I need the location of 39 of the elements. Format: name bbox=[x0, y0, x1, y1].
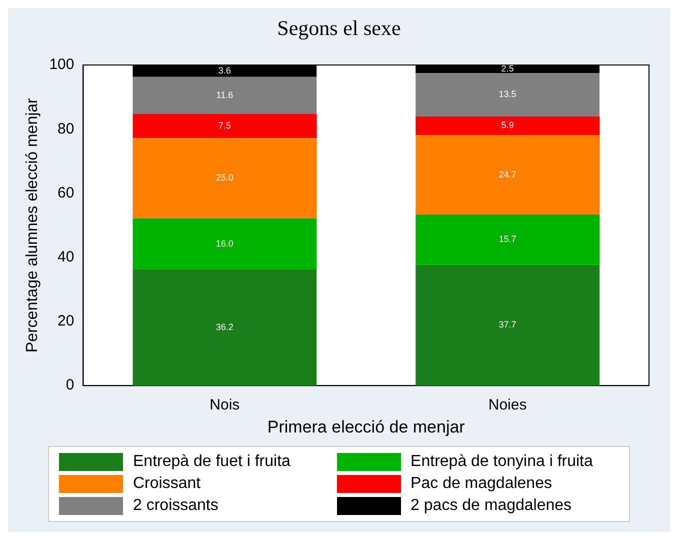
data-label: 7.5 bbox=[218, 120, 231, 131]
bar bbox=[132, 114, 317, 138]
data-label: 13.5 bbox=[498, 89, 516, 100]
legend-label: Entrepà de fuet i fruita bbox=[133, 453, 290, 471]
bar bbox=[416, 214, 600, 265]
legend-label: 2 pacs de magdalenes bbox=[410, 497, 572, 515]
y-axis-title: Percentage alumnes elecció menjar bbox=[24, 97, 42, 352]
data-label: 37.7 bbox=[498, 320, 516, 330]
data-label: 24.7 bbox=[498, 169, 516, 180]
legend-label: Pac de magdalenes bbox=[410, 475, 552, 493]
bar bbox=[416, 73, 600, 116]
legend-label: Entrepà de tonyina i fruita bbox=[410, 453, 593, 471]
y-tick-label: 80 bbox=[58, 120, 74, 138]
bar bbox=[132, 270, 317, 386]
bar bbox=[132, 218, 317, 270]
x-tick-label: Noies bbox=[488, 396, 527, 414]
data-label: 3.6 bbox=[218, 66, 231, 76]
bar bbox=[416, 135, 600, 214]
x-tick-label: Nois bbox=[210, 396, 240, 414]
data-label: 15.7 bbox=[498, 234, 516, 244]
y-tick-label: 100 bbox=[49, 56, 74, 74]
y-tick-label: 40 bbox=[58, 248, 74, 266]
y-tick-label: 60 bbox=[58, 184, 74, 202]
chart-title: Segons el sexe bbox=[277, 15, 401, 42]
legend-label: Croissant bbox=[133, 475, 201, 493]
y-tick-label: 0 bbox=[66, 376, 74, 394]
data-label: 5.9 bbox=[501, 120, 514, 130]
x-axis-title: Primera elecció de menjar bbox=[267, 417, 466, 436]
bar bbox=[132, 76, 317, 114]
data-label: 11.6 bbox=[216, 90, 234, 100]
data-label: 36.2 bbox=[216, 322, 234, 332]
bar bbox=[416, 264, 600, 386]
bar bbox=[416, 116, 600, 136]
legend-label: 2 croissants bbox=[133, 497, 218, 515]
bar bbox=[132, 138, 317, 218]
data-label: 2.5 bbox=[501, 63, 514, 74]
data-label: 16.0 bbox=[216, 238, 234, 248]
data-label: 25.0 bbox=[216, 172, 234, 183]
y-tick-label: 20 bbox=[58, 312, 74, 330]
